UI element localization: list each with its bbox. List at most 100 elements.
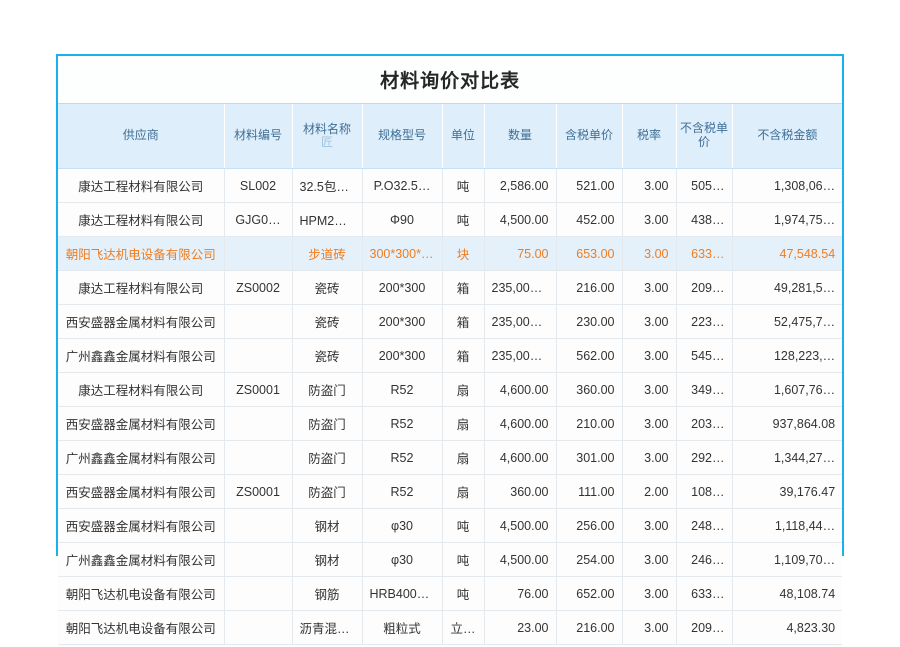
cell-qty[interactable]: 75.00 xyxy=(484,237,556,271)
cell-supplier[interactable]: 朝阳飞达机电设备有限公司 xyxy=(58,611,224,645)
column-header-amount_ex[interactable]: 不含税金额 xyxy=(732,104,842,169)
cell-price_inc[interactable]: 360.00 xyxy=(556,373,622,407)
cell-supplier[interactable]: 康达工程材料有限公司 xyxy=(58,203,224,237)
column-header-supplier[interactable]: 供应商 xyxy=(58,104,224,169)
cell-supplier[interactable]: 广州鑫鑫金属材料有限公司 xyxy=(58,441,224,475)
cell-name[interactable]: 钢材 xyxy=(292,543,362,577)
cell-name[interactable]: 32.5包装… xyxy=(292,169,362,203)
cell-amount_ex[interactable]: 1,109,70… xyxy=(732,543,842,577)
cell-qty[interactable]: 4,500.00 xyxy=(484,509,556,543)
cell-price_ex[interactable]: 209… xyxy=(676,271,732,305)
cell-amount_ex[interactable]: 39,176.47 xyxy=(732,475,842,509)
cell-supplier[interactable]: 西安盛器金属材料有限公司 xyxy=(58,509,224,543)
cell-unit[interactable]: 箱 xyxy=(442,271,484,305)
cell-name[interactable]: 瓷砖 xyxy=(292,339,362,373)
cell-qty[interactable]: 4,600.00 xyxy=(484,373,556,407)
cell-code[interactable] xyxy=(224,611,292,645)
cell-spec[interactable]: R52 xyxy=(362,373,442,407)
cell-price_inc[interactable]: 111.00 xyxy=(556,475,622,509)
cell-price_inc[interactable]: 216.00 xyxy=(556,271,622,305)
cell-unit[interactable]: 吨 xyxy=(442,169,484,203)
cell-unit[interactable]: 块 xyxy=(442,237,484,271)
cell-code[interactable]: ZS0001 xyxy=(224,373,292,407)
cell-spec[interactable]: 200*300 xyxy=(362,339,442,373)
cell-tax_rate[interactable]: 3.00 xyxy=(622,577,676,611)
cell-price_ex[interactable]: 545… xyxy=(676,339,732,373)
cell-price_inc[interactable]: 562.00 xyxy=(556,339,622,373)
cell-unit[interactable]: 吨 xyxy=(442,577,484,611)
cell-qty[interactable]: 4,600.00 xyxy=(484,407,556,441)
cell-qty[interactable]: 4,500.00 xyxy=(484,543,556,577)
cell-name[interactable]: 钢筋 xyxy=(292,577,362,611)
cell-amount_ex[interactable]: 4,823.30 xyxy=(732,611,842,645)
cell-price_ex[interactable]: 108… xyxy=(676,475,732,509)
cell-unit[interactable]: 箱 xyxy=(442,339,484,373)
cell-supplier[interactable]: 西安盛器金属材料有限公司 xyxy=(58,407,224,441)
cell-code[interactable] xyxy=(224,339,292,373)
cell-spec[interactable]: 粗粒式 xyxy=(362,611,442,645)
cell-qty[interactable]: 235,000… xyxy=(484,305,556,339)
cell-spec[interactable]: 200*300 xyxy=(362,305,442,339)
cell-price_inc[interactable]: 301.00 xyxy=(556,441,622,475)
cell-supplier[interactable]: 康达工程材料有限公司 xyxy=(58,373,224,407)
cell-code[interactable] xyxy=(224,441,292,475)
cell-qty[interactable]: 4,600.00 xyxy=(484,441,556,475)
cell-tax_rate[interactable]: 3.00 xyxy=(622,305,676,339)
cell-price_ex[interactable]: 349… xyxy=(676,373,732,407)
cell-supplier[interactable]: 康达工程材料有限公司 xyxy=(58,169,224,203)
cell-supplier[interactable]: 西安盛器金属材料有限公司 xyxy=(58,305,224,339)
cell-qty[interactable]: 2,586.00 xyxy=(484,169,556,203)
cell-spec[interactable]: HRB400E… xyxy=(362,577,442,611)
cell-supplier[interactable]: 康达工程材料有限公司 xyxy=(58,271,224,305)
column-header-price_inc[interactable]: 含税单价 xyxy=(556,104,622,169)
cell-code[interactable] xyxy=(224,305,292,339)
cell-code[interactable]: SL002 xyxy=(224,169,292,203)
cell-supplier[interactable]: 广州鑫鑫金属材料有限公司 xyxy=(58,543,224,577)
cell-spec[interactable]: φ30 xyxy=(362,543,442,577)
cell-amount_ex[interactable]: 1,607,76… xyxy=(732,373,842,407)
cell-code[interactable] xyxy=(224,237,292,271)
cell-name[interactable]: 沥青混凝土 xyxy=(292,611,362,645)
cell-name[interactable]: 防盗门 xyxy=(292,441,362,475)
cell-name[interactable]: 防盗门 xyxy=(292,373,362,407)
cell-price_ex[interactable]: 246… xyxy=(676,543,732,577)
cell-price_inc[interactable]: 230.00 xyxy=(556,305,622,339)
cell-amount_ex[interactable]: 1,974,75… xyxy=(732,203,842,237)
cell-price_ex[interactable]: 209… xyxy=(676,611,732,645)
column-header-qty[interactable]: 数量 xyxy=(484,104,556,169)
cell-price_ex[interactable]: 248… xyxy=(676,509,732,543)
cell-name[interactable]: 步道砖 xyxy=(292,237,362,271)
cell-tax_rate[interactable]: 3.00 xyxy=(622,169,676,203)
cell-unit[interactable]: 扇 xyxy=(442,407,484,441)
cell-tax_rate[interactable]: 3.00 xyxy=(622,203,676,237)
cell-supplier[interactable]: 朝阳飞达机电设备有限公司 xyxy=(58,237,224,271)
cell-spec[interactable]: R52 xyxy=(362,475,442,509)
cell-spec[interactable]: R52 xyxy=(362,407,442,441)
cell-unit[interactable]: 吨 xyxy=(442,509,484,543)
cell-price_ex[interactable]: 633… xyxy=(676,577,732,611)
cell-tax_rate[interactable]: 3.00 xyxy=(622,509,676,543)
cell-unit[interactable]: 立… xyxy=(442,611,484,645)
cell-code[interactable] xyxy=(224,543,292,577)
column-header-tax_rate[interactable]: 税率 xyxy=(622,104,676,169)
cell-amount_ex[interactable]: 48,108.74 xyxy=(732,577,842,611)
column-header-price_ex[interactable]: 不含税单价 xyxy=(676,104,732,169)
cell-amount_ex[interactable]: 52,475,7… xyxy=(732,305,842,339)
cell-unit[interactable]: 扇 xyxy=(442,373,484,407)
cell-name[interactable]: 钢材 xyxy=(292,509,362,543)
cell-qty[interactable]: 23.00 xyxy=(484,611,556,645)
cell-spec[interactable]: R52 xyxy=(362,441,442,475)
cell-amount_ex[interactable]: 1,118,44… xyxy=(732,509,842,543)
cell-price_ex[interactable]: 292… xyxy=(676,441,732,475)
cell-supplier[interactable]: 广州鑫鑫金属材料有限公司 xyxy=(58,339,224,373)
